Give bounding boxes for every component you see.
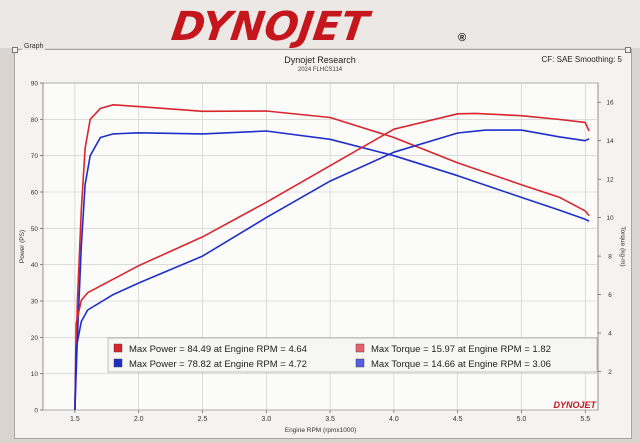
y-tick-label: 90 [31, 81, 39, 88]
legend-label: Max Torque = 14.66 at Engine RPM = 3.06 [371, 359, 551, 370]
y2-tick-label: 2 [608, 369, 612, 376]
x-tick-label: 3.0 [261, 416, 271, 423]
x-axis-label: Engine RPM (rpmx1000) [285, 427, 357, 434]
y2-tick-label: 4 [608, 331, 612, 338]
x-tick-label: 3.5 [325, 416, 335, 423]
legend-swatch [355, 358, 365, 368]
correction-factor-label: CF: SAE Smoothing: 5 [541, 55, 622, 64]
dynojet-logo: DYNOJET ® [169, 4, 472, 50]
y-tick-label: 70 [31, 153, 39, 160]
y-tick-label: 10 [31, 371, 39, 378]
y2-tick-label: 14 [606, 138, 614, 145]
x-tick-label: 4.5 [453, 416, 463, 423]
x-tick-label: 1.5 [70, 416, 80, 423]
y-tick-label: 60 [31, 190, 39, 197]
legend-label: Max Torque = 15.97 at Engine RPM = 1.82 [371, 344, 551, 355]
x-tick-label: 2.5 [198, 416, 208, 423]
y2-tick-label: 12 [606, 177, 614, 184]
series-line-2 [74, 130, 590, 411]
y-tick-label: 80 [31, 117, 39, 124]
series-line-1 [74, 104, 590, 411]
y2-tick-label: 10 [606, 215, 614, 222]
chart-title: Dynojet Research [284, 55, 356, 65]
x-tick-label: 4.0 [389, 416, 399, 423]
registered-mark: ® [458, 32, 467, 44]
y2-axis-label: Torque (kg-m) [619, 226, 626, 266]
y-tick-label: 50 [31, 226, 39, 233]
chart-subtitle: 2024 FLHCS114 [297, 67, 343, 73]
y-tick-label: 30 [31, 299, 39, 306]
y-tick-label: 40 [31, 262, 39, 269]
x-tick-label: 5.5 [580, 416, 590, 423]
x-tick-label: 5.0 [517, 416, 527, 423]
y2-tick-label: 16 [606, 100, 614, 107]
legend-label: Max Power = 78.82 at Engine RPM = 4.72 [129, 359, 307, 370]
series-line-3 [74, 112, 590, 411]
y-tick-label: 20 [31, 335, 39, 342]
dynojet-watermark: DYNOJET [553, 400, 597, 410]
logo-band [0, 0, 640, 48]
legend-swatch [113, 358, 123, 368]
y2-tick-label: 6 [608, 292, 612, 299]
x-tick-label: 2.0 [134, 416, 144, 423]
series-line-4 [74, 129, 590, 411]
graph-group-label: Graph [22, 43, 46, 50]
y2-tick-label: 8 [608, 254, 612, 261]
legend-box [107, 337, 598, 373]
resize-handle-top-left[interactable] [12, 47, 18, 53]
resize-handle-top-right[interactable] [625, 47, 631, 53]
y-tick-label: 0 [34, 408, 38, 415]
y-axis-label: Power (PS) [19, 230, 26, 263]
legend-swatch [355, 343, 365, 353]
legend-label: Max Power = 84.49 at Engine RPM = 4.64 [129, 344, 307, 355]
legend-swatch [113, 343, 123, 353]
